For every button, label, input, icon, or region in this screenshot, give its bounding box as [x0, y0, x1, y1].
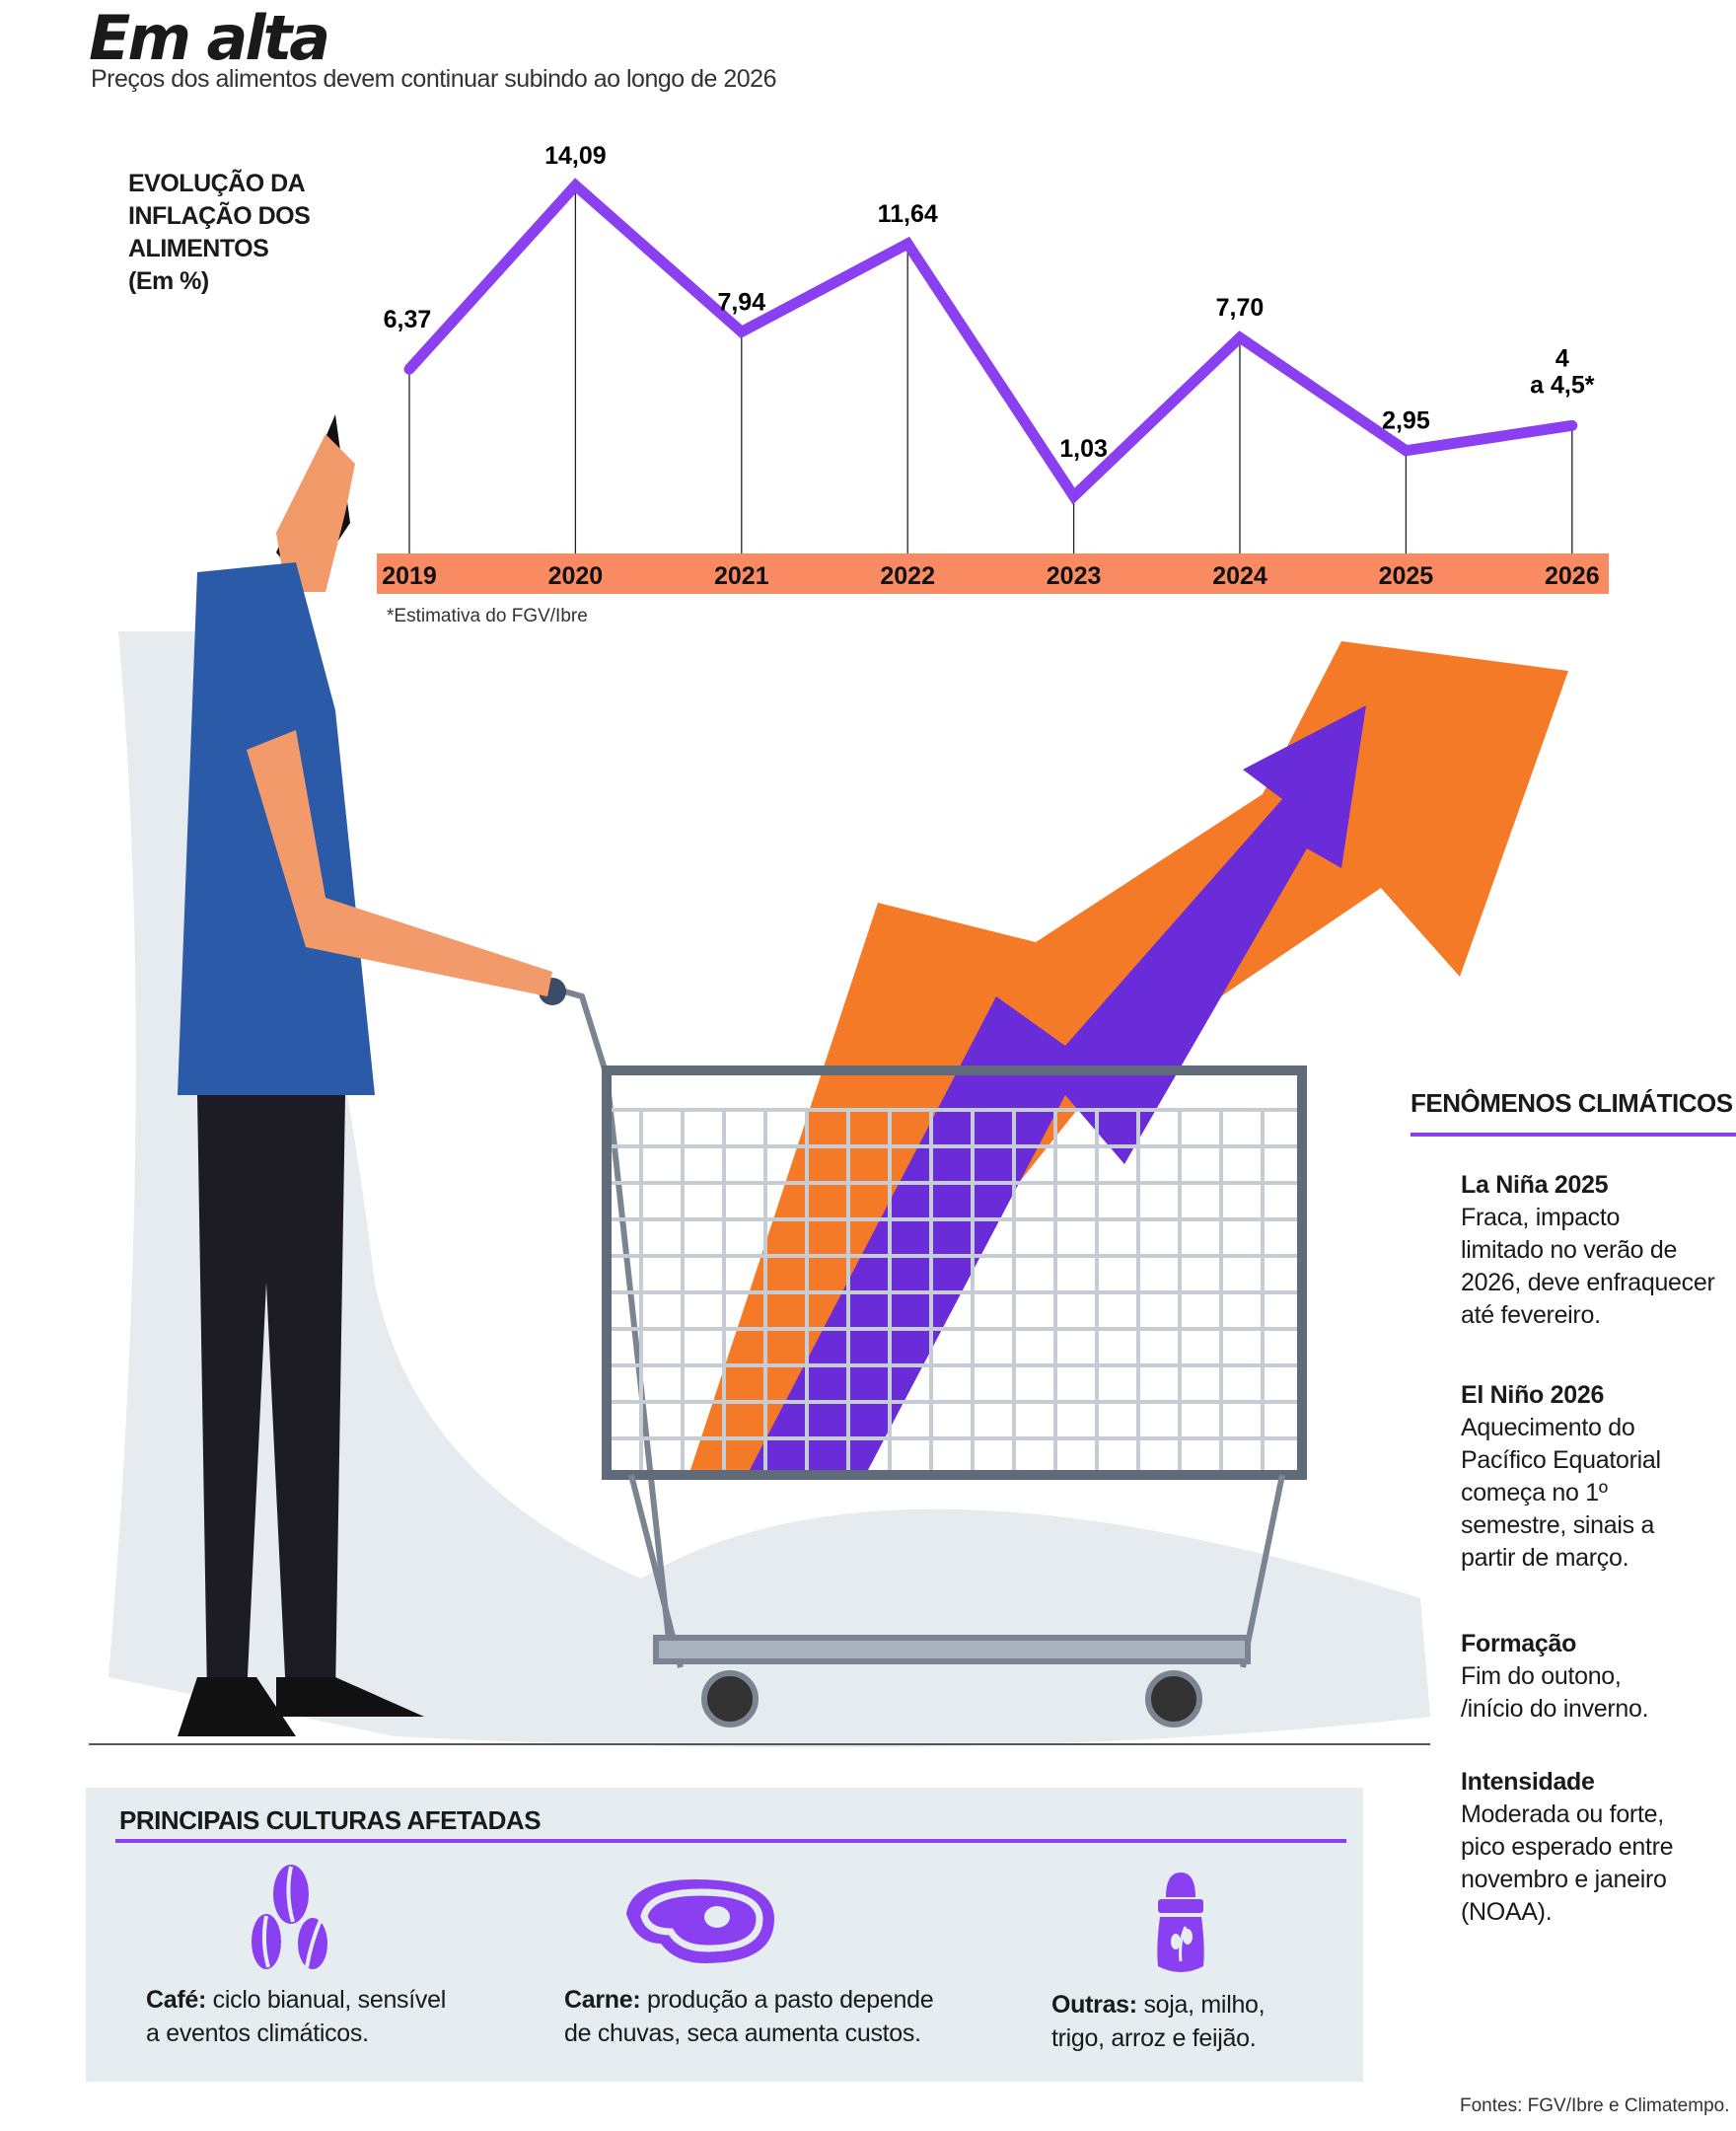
- sketch-background: [108, 631, 1430, 1748]
- chart-footnote: *Estimativa do FGV/Ibre: [387, 606, 588, 626]
- page-title: Em alta: [89, 2, 330, 74]
- climate-divider: [1410, 1133, 1736, 1137]
- crop-item: Outras: soja, milho, trigo, arroz e feijã…: [1051, 1988, 1266, 2055]
- crops-heading: PRINCIPAIS CULTURAS AFETADAS: [119, 1805, 542, 1835]
- climate-item-title: Formação: [1461, 1630, 1577, 1657]
- climate-item-text: Aquecimento do: [1461, 1414, 1635, 1441]
- line-chart: 2019 2020 2021 2022 2023 2024 2025 2026 6,37 14,0…: [377, 142, 1609, 594]
- climate-item-text: /início do inverno.: [1461, 1695, 1649, 1723]
- climate-item-text: partir de março.: [1461, 1544, 1629, 1572]
- crop-item: Café: ciclo bianual, sensível a eventos c…: [146, 1983, 446, 2050]
- x-tick-label: 2024: [1212, 562, 1267, 590]
- climate-heading: FENÔMENOS CLIMÁTICOS: [1410, 1088, 1733, 1118]
- x-tick-label: 2019: [382, 562, 437, 590]
- x-axis-band: [377, 553, 1609, 594]
- data-label: 6,37: [384, 306, 432, 333]
- climate-item-text: limitado no verão de: [1461, 1236, 1678, 1264]
- climate-item-title: Intensidade: [1461, 1768, 1595, 1796]
- crops-divider: [115, 1839, 1346, 1843]
- x-tick-label: 2022: [880, 562, 935, 590]
- man-figure: [178, 414, 552, 1736]
- climate-item-text: (NOAA).: [1461, 1898, 1553, 1926]
- chart-title-text: EVOLUÇÃO DA INFLAÇÃO DOS ALIMENTOS: [128, 170, 311, 262]
- sources-note: Fontes: FGV/Ibre e Climatempo.: [1460, 2095, 1730, 2116]
- data-label: 4: [1555, 344, 1569, 372]
- data-label: 2,95: [1382, 407, 1430, 435]
- data-label: a 4,5*: [1530, 371, 1595, 399]
- climate-item-title: La Niña 2025: [1461, 1171, 1609, 1199]
- crop-text: produção a pasto depende: [640, 1986, 934, 2014]
- crop-text: a eventos climáticos.: [146, 2020, 369, 2047]
- climate-item-text: Moderada ou forte,: [1461, 1800, 1664, 1828]
- climate-item-text: semestre, sinais a: [1461, 1511, 1655, 1539]
- x-tick-label: 2020: [548, 562, 604, 590]
- crop-item: Carne: produção a pasto depende de chuvas…: [564, 1983, 934, 2050]
- chart-unit: (Em %): [128, 267, 209, 295]
- purple-arrow: [750, 705, 1366, 1470]
- crop-text: trigo, arroz e feijão.: [1051, 2024, 1257, 2052]
- climate-item: Intensidade Moderada ou forte, pico espera…: [1461, 1766, 1736, 1929]
- climate-item-text: 2026, deve enfraquecer: [1461, 1269, 1715, 1296]
- shopping-cart: [539, 978, 1307, 1727]
- crop-text: soja, milho,: [1136, 1991, 1266, 2019]
- crop-label: Carne:: [564, 1986, 641, 2014]
- climate-item-title: El Niño 2026: [1461, 1381, 1605, 1409]
- series-line: [403, 178, 1578, 505]
- climate-item: La Niña 2025 Fraca, impacto limitado no ve…: [1461, 1169, 1736, 1332]
- climate-item-text: até fevereiro.: [1461, 1301, 1601, 1329]
- data-label: 11,64: [878, 200, 938, 228]
- data-label: 1,03: [1059, 435, 1108, 463]
- crop-text: de chuvas, seca aumenta custos.: [564, 2020, 921, 2047]
- chart-title: EVOLUÇÃO DA INFLAÇÃO DOS ALIMENTOS (Em %…: [128, 168, 365, 298]
- data-label: 7,94: [717, 288, 765, 316]
- data-label: 7,70: [1216, 294, 1265, 322]
- x-tick-label: 2025: [1379, 562, 1434, 590]
- crop-label: Café:: [146, 1986, 207, 2014]
- crop-text: ciclo bianual, sensível: [206, 1986, 447, 2014]
- climate-item: El Niño 2026 Aquecimento do Pacífico Equat…: [1461, 1379, 1736, 1575]
- climate-item-text: Pacífico Equatorial: [1461, 1446, 1661, 1474]
- grain-sack-icon: [1157, 1873, 1204, 1972]
- x-tick-label: 2021: [714, 562, 769, 590]
- climate-item-text: Fraca, impacto: [1461, 1204, 1621, 1231]
- page-subtitle: Preços dos alimentos devem continuar sub…: [91, 65, 776, 93]
- climate-item-text: começa no 1º: [1461, 1479, 1608, 1506]
- x-tick-label: 2026: [1545, 562, 1600, 590]
- x-tick-label: 2023: [1047, 562, 1102, 590]
- crop-label: Outras:: [1051, 1991, 1137, 2019]
- data-label: 14,09: [544, 142, 607, 170]
- steak-icon: [626, 1879, 774, 1963]
- coffee-beans-icon: [252, 1865, 327, 1969]
- climate-item-text: novembro e janeiro: [1461, 1866, 1667, 1893]
- climate-item-text: Fim do outono,: [1461, 1662, 1622, 1690]
- climate-item-text: pico esperado entre: [1461, 1833, 1674, 1861]
- climate-item: Formação Fim do outono, /início do inverno…: [1461, 1628, 1736, 1726]
